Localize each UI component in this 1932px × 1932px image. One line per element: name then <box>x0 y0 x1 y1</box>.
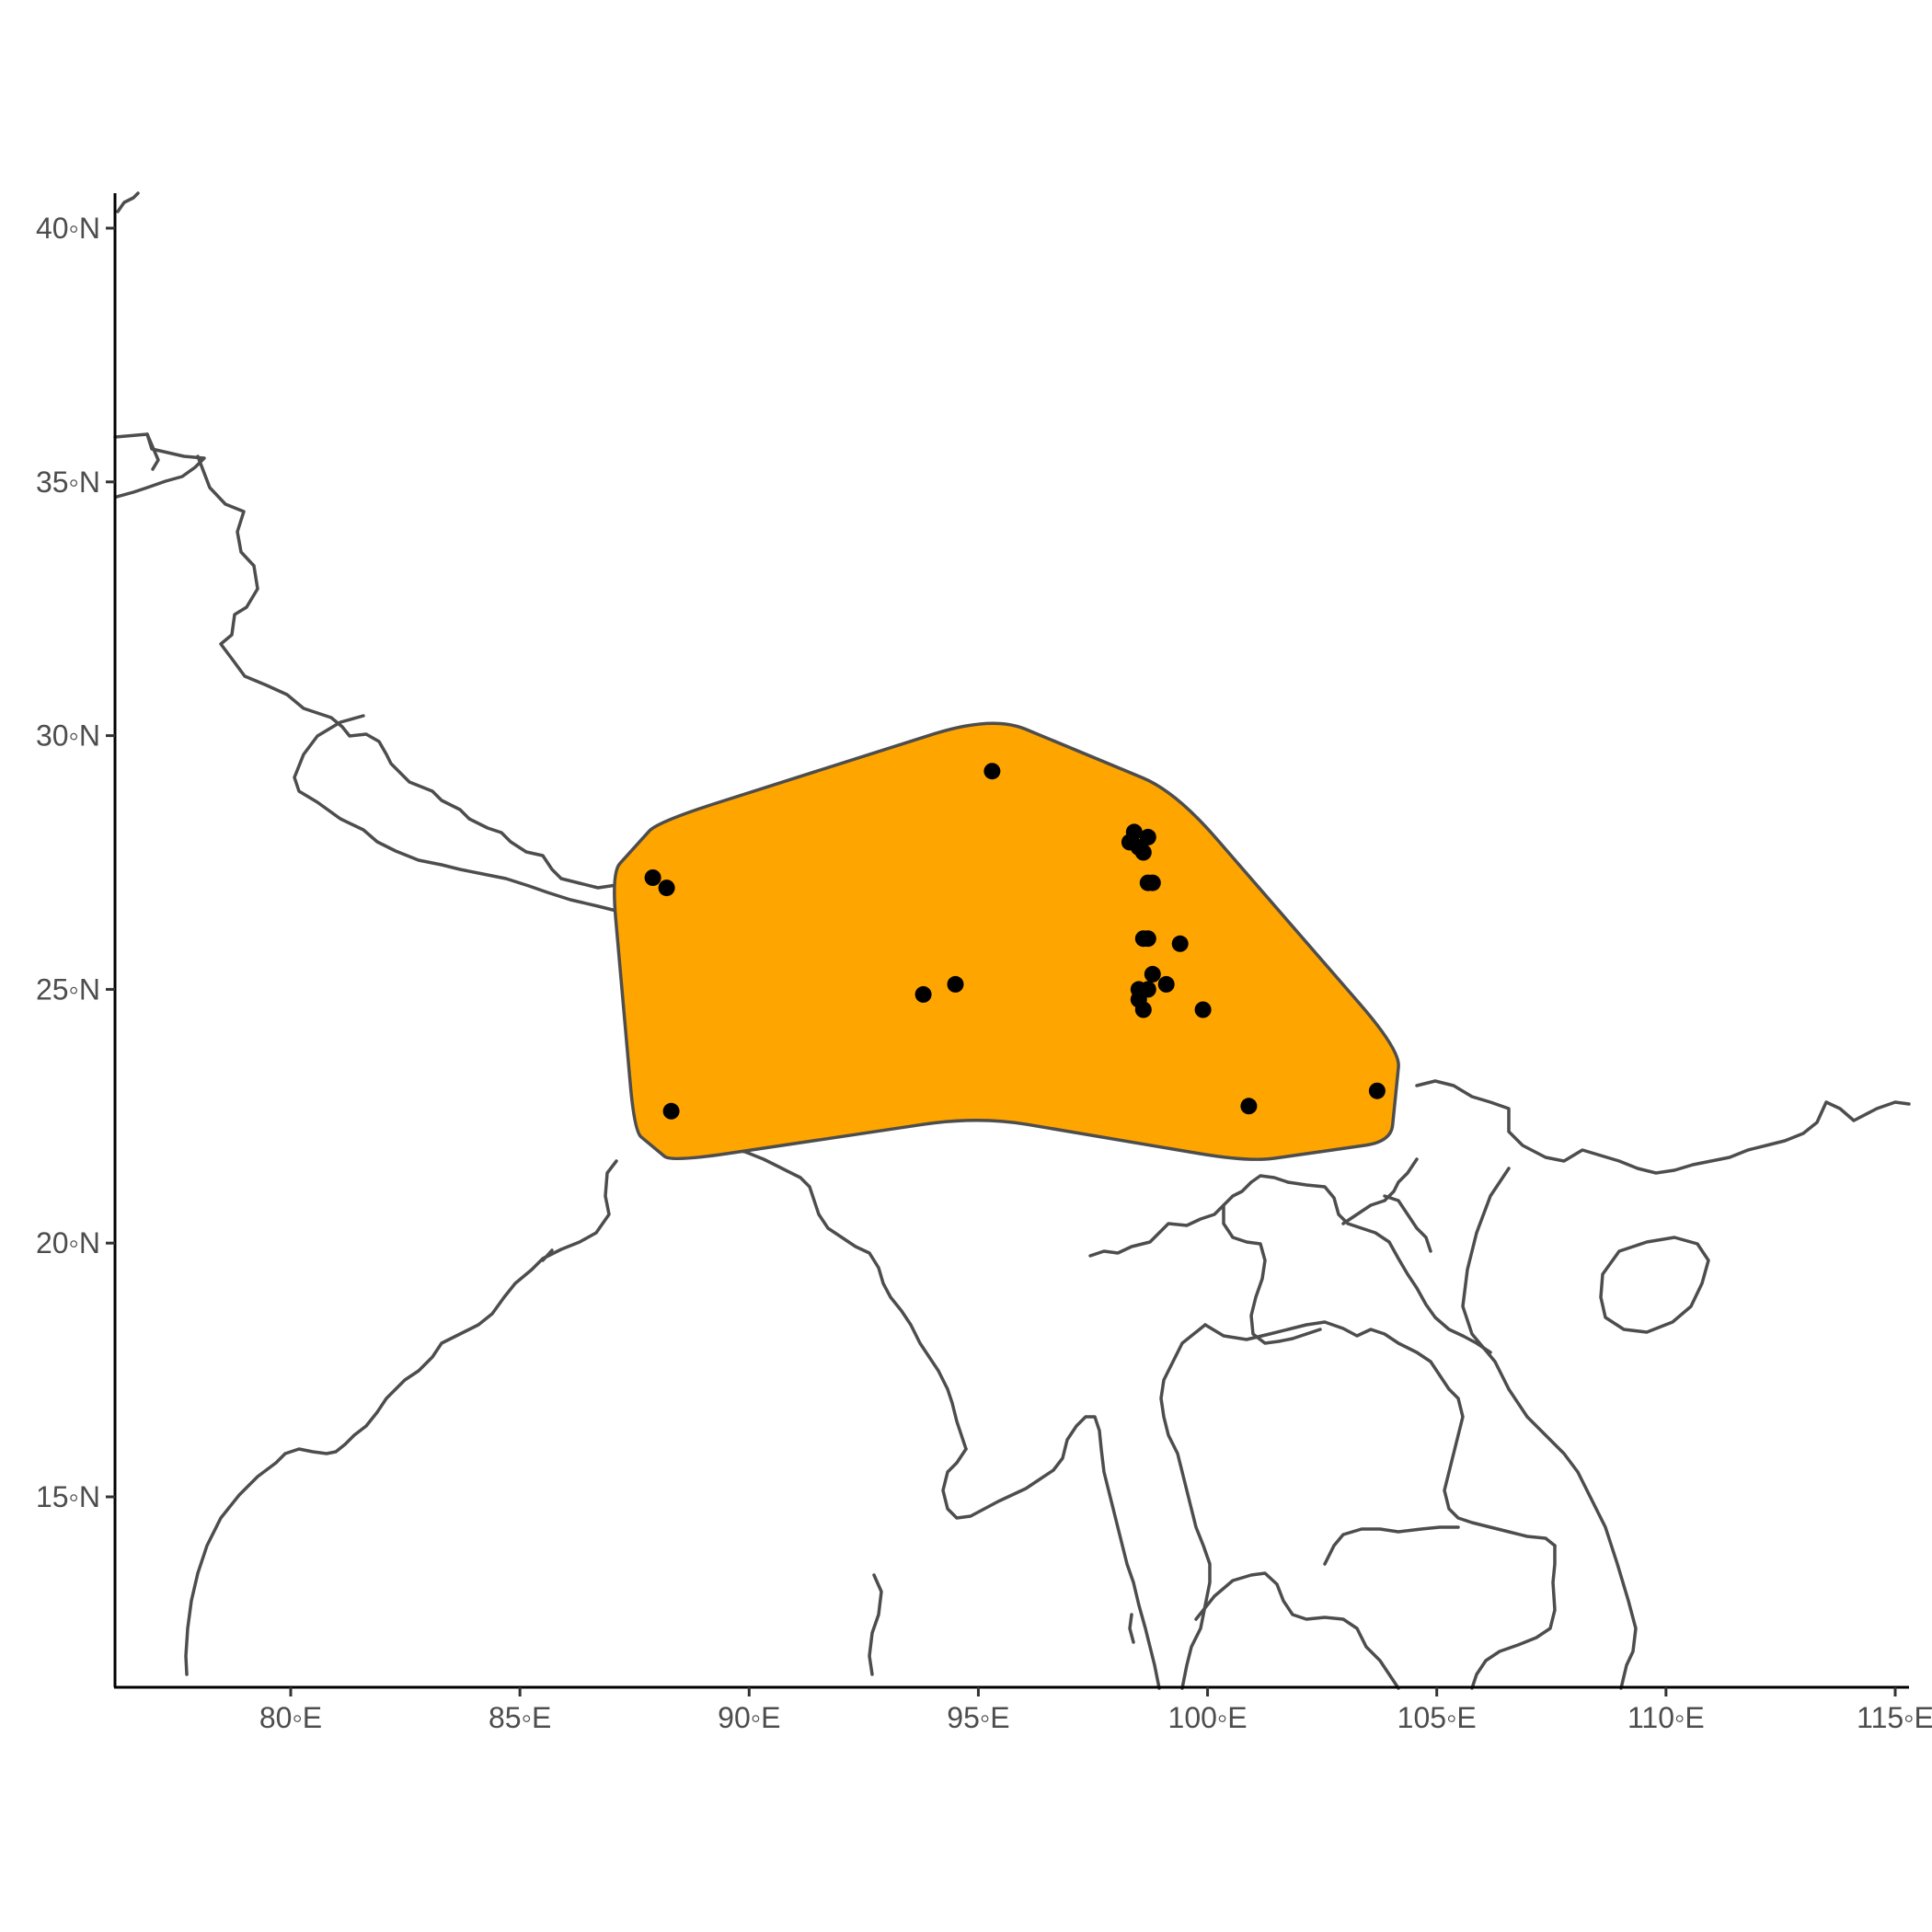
occurrence-point <box>1139 828 1156 845</box>
occurrence-points <box>644 763 1386 1120</box>
occurrence-point <box>1240 1098 1258 1115</box>
x-tick-label: 110◦E <box>1627 1701 1705 1734</box>
x-tick-label: 105◦E <box>1397 1701 1477 1734</box>
occurrence-point <box>1194 1001 1212 1018</box>
axes: 80◦E 85◦E 90◦E 95◦E 100◦E 105◦E 110◦E 115◦E 15◦… <box>36 193 1932 1734</box>
occurrence-point <box>1144 874 1161 891</box>
x-tick-label: 90◦E <box>718 1701 780 1734</box>
occurrence-point <box>1368 1082 1386 1099</box>
y-tick-label: 15◦N <box>36 1480 100 1513</box>
occurrence-point <box>947 975 964 993</box>
x-tick-label: 95◦E <box>947 1701 1009 1734</box>
y-tick-label: 35◦N <box>36 466 100 499</box>
x-tick-label: 115◦E <box>1857 1701 1932 1734</box>
occurrence-point <box>658 880 675 897</box>
x-tick-label: 85◦E <box>489 1701 551 1734</box>
y-tick-label: 30◦N <box>36 719 100 753</box>
occurrence-point <box>983 763 1001 780</box>
y-tick-label: 25◦N <box>36 972 100 1006</box>
occurrence-point <box>644 869 661 886</box>
species-range-polygon <box>613 721 1400 1161</box>
occurrence-point <box>1144 965 1161 983</box>
occurrence-point <box>1157 975 1175 993</box>
y-tick-label: 40◦N <box>36 212 100 245</box>
y-axis-ticks: 15◦N 20◦N 25◦N 30◦N 35◦N 40◦N <box>36 212 115 1513</box>
occurrence-point <box>1171 935 1189 952</box>
occurrence-point <box>662 1102 680 1120</box>
occurrence-point <box>1134 844 1152 861</box>
x-tick-label: 100◦E <box>1168 1701 1248 1734</box>
occurrence-point <box>1134 1001 1152 1018</box>
occurrence-point <box>1125 823 1143 841</box>
x-tick-label: 80◦E <box>259 1701 322 1734</box>
x-axis-ticks: 80◦E 85◦E 90◦E 95◦E 100◦E 105◦E 110◦E 115◦E <box>259 1687 1932 1734</box>
y-tick-label: 20◦N <box>36 1226 100 1259</box>
occurrence-point <box>1139 930 1156 948</box>
occurrence-point <box>914 985 932 1003</box>
basemap-coastlines <box>113 191 1911 1690</box>
